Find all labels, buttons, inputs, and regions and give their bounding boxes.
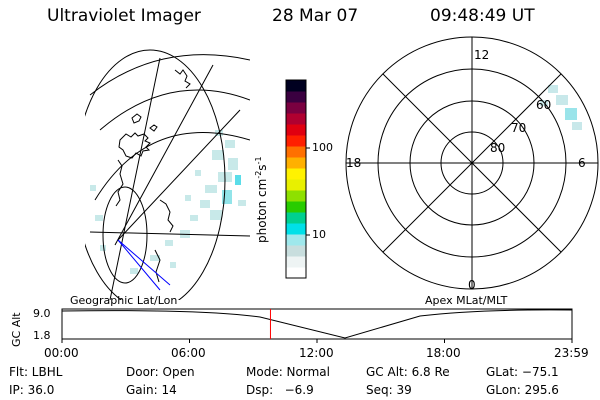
- colorbar-cell: [286, 190, 306, 202]
- colorbar-cell: [286, 80, 306, 92]
- mlt-label-18: 18: [346, 156, 362, 170]
- colorbar-cells: [286, 80, 306, 279]
- colorbar-cell: [286, 201, 306, 213]
- colorbar-cell: [286, 245, 306, 257]
- x-tick-0000: 00:00: [44, 346, 79, 360]
- colorbar-cell: [286, 234, 306, 246]
- polar-map: [345, 36, 599, 290]
- altitude-ylabel: GC Alt: [10, 312, 23, 347]
- geo-map-label: Geographic Lat/Lon: [70, 294, 178, 307]
- colorbar-cell: [286, 157, 306, 169]
- colorbar-unit-label: photon cm-2s-1: [254, 156, 269, 243]
- lat-label-70: 70: [511, 121, 527, 135]
- polar-map-label: Apex MLat/MLT: [425, 294, 508, 307]
- info-door: Door: Open: [126, 365, 195, 379]
- lat-label-80: 80: [490, 141, 506, 155]
- info-seq: Seq: 39: [366, 383, 412, 397]
- date-label: 28 Mar 07: [272, 6, 359, 26]
- colorbar-cell: [286, 179, 306, 191]
- geographic-map: [85, 49, 250, 300]
- geo-aurora-pixels: [90, 130, 246, 274]
- colorbar-tick-10: 10: [312, 228, 326, 241]
- colorbar-cell: [286, 223, 306, 235]
- colorbar-cell: [286, 146, 306, 158]
- app-title: Ultraviolet Imager: [47, 6, 201, 26]
- colorbar-cell: [286, 102, 306, 114]
- info-glat: GLat: −75.1: [486, 365, 559, 379]
- lat-label-60: 60: [536, 98, 552, 112]
- info-gain: Gain: 14: [126, 383, 177, 397]
- mlt-label-6: 6: [578, 156, 586, 170]
- x-tick-1200: 12:00: [299, 346, 334, 360]
- colorbar-cell: [286, 256, 306, 268]
- x-tick-0600: 06:00: [171, 346, 206, 360]
- mlt-label-12: 12: [474, 48, 490, 62]
- altitude-y-top: 9.0: [33, 307, 51, 320]
- colorbar-cell: [286, 267, 306, 279]
- colorbar-cell: [286, 212, 306, 224]
- altitude-plot: [61, 308, 573, 343]
- info-dsp: Dsp: −6.9: [246, 383, 314, 397]
- colorbar-cell: [286, 113, 306, 125]
- time-label: 09:48:49 UT: [430, 6, 535, 26]
- geo-grid: [85, 49, 250, 300]
- geo-footprint-lines: [117, 239, 171, 291]
- info-filter: Flt: LBHL: [9, 365, 63, 379]
- info-glon: GLon: 295.6: [486, 383, 559, 397]
- x-tick-1800: 18:00: [426, 346, 461, 360]
- colorbar-cell: [286, 168, 306, 180]
- info-mode: Mode: Normal: [246, 365, 330, 379]
- colorbar: [285, 79, 310, 279]
- info-gc-alt: GC Alt: 6.8 Re: [366, 365, 450, 379]
- colorbar-cell: [286, 124, 306, 136]
- mlt-label-0: 0: [468, 278, 476, 292]
- colorbar-tick-100: 100: [312, 141, 333, 154]
- altitude-y-bottom: 1.8: [33, 329, 51, 342]
- colorbar-cell: [286, 135, 306, 147]
- geo-coastlines: [115, 69, 191, 283]
- colorbar-cell: [286, 91, 306, 103]
- x-tick-2359: 23:59: [554, 346, 589, 360]
- info-ip: IP: 36.0: [9, 383, 55, 397]
